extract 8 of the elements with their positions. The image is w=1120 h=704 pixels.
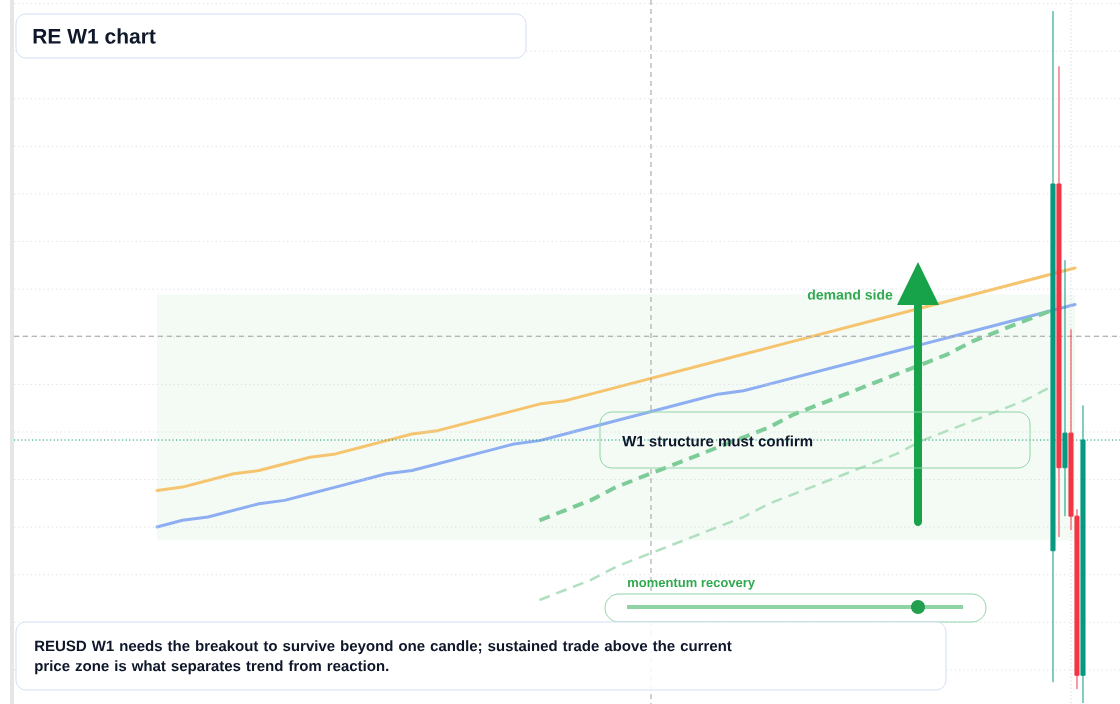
chart-title: RE W1 chart <box>33 28 156 44</box>
annotation: W1 structure must confirm <box>622 435 813 447</box>
text: REUSD W1 needs the breakout to survive beyond one candle; sustained trade above the current price zone is what separates trend from reaction. <box>35 640 732 675</box>
band-label: demand side <box>807 289 893 300</box>
annotation: momentum recovery <box>628 578 755 590</box>
candlestick <box>1062 259 1068 517</box>
candlestick <box>1050 10 1056 683</box>
candlestick <box>1056 65 1062 538</box>
